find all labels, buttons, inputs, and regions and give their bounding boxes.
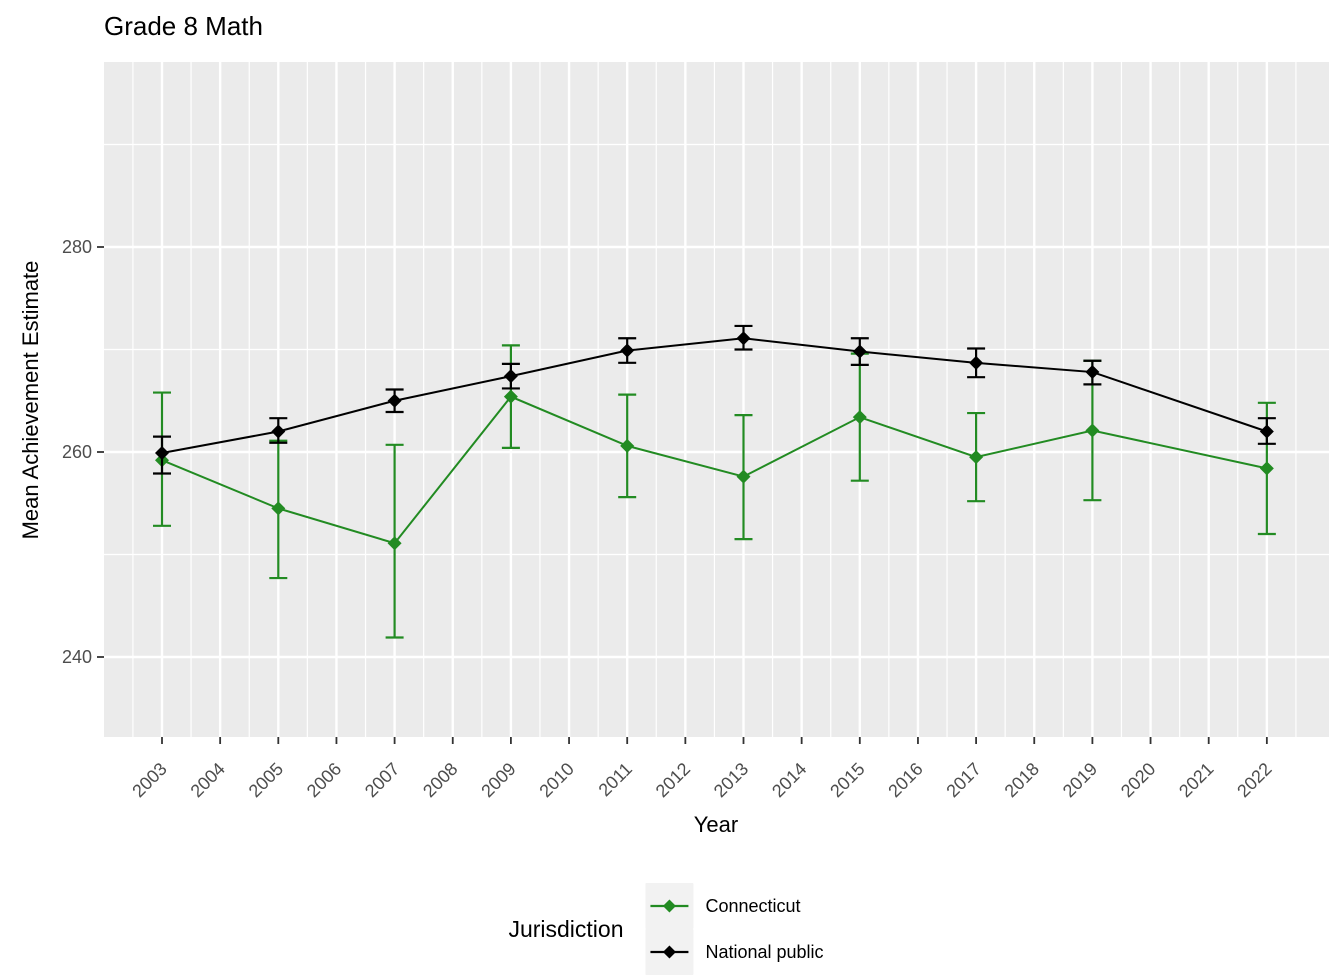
x-tick-label: 2017 <box>942 759 984 801</box>
data-point-connecticut <box>736 469 751 484</box>
data-point-connecticut <box>387 536 402 551</box>
y-tick-label: 280 <box>62 237 92 257</box>
data-point-national-public <box>852 344 867 359</box>
x-tick-label: 2007 <box>361 759 403 801</box>
data-point-connecticut <box>1085 423 1100 438</box>
series-national-public <box>153 324 1276 475</box>
data-point-national-public <box>503 369 518 384</box>
y-tick-label: 260 <box>62 442 92 462</box>
data-point-national-public <box>271 424 286 439</box>
x-tick-label: 2015 <box>826 759 868 801</box>
legend-key-connecticut-icon <box>645 883 694 929</box>
x-tick-labels: 2003 2004 2005 2006 2007 2008 2009 2010 2011 2012… <box>128 759 1275 801</box>
x-tick-label: 2018 <box>1001 759 1043 801</box>
legend-item-connecticut: Connecticut <box>645 883 835 929</box>
data-point-connecticut <box>503 389 518 404</box>
x-tick-label: 2016 <box>884 759 926 801</box>
axis-ticks <box>97 246 1268 744</box>
data-point-connecticut <box>969 450 984 465</box>
chart-plot-area: 2003 2004 2005 2006 2007 2008 2009 2010 2011 2012… <box>62 62 1329 801</box>
data-point-national-public <box>155 446 169 461</box>
y-tick-label: 240 <box>62 647 92 667</box>
data-point-national-public <box>387 393 402 408</box>
data-point-national-public <box>1259 424 1274 439</box>
legend-items: Connecticut National public <box>637 883 835 975</box>
data-point-national-public <box>1085 365 1100 380</box>
x-tick-label: 2006 <box>303 759 345 801</box>
legend-label-national-public: National public <box>705 941 824 962</box>
data-point-connecticut <box>1259 461 1274 476</box>
plot-panel <box>104 62 1329 737</box>
x-tick-label: 2009 <box>477 759 519 801</box>
y-tick-labels: 240 260 280 <box>62 237 92 667</box>
series-line-connecticut <box>161 395 1268 545</box>
x-tick-label: 2004 <box>187 759 229 801</box>
x-tick-label: 2011 <box>595 759 637 801</box>
chart-title: Grade 8 Math <box>104 11 263 41</box>
x-tick-label: 2013 <box>710 759 752 801</box>
data-point-connecticut <box>271 501 286 516</box>
x-axis-title: Year <box>693 812 739 837</box>
legend-item-national-public: National public <box>645 929 835 975</box>
x-tick-label: 2014 <box>768 759 810 801</box>
x-tick-label: 2008 <box>419 759 461 801</box>
x-tick-label: 2012 <box>652 759 694 801</box>
x-tick-label: 2020 <box>1117 759 1159 801</box>
legend-key-national-public-icon <box>645 929 694 975</box>
x-tick-label: 2003 <box>128 759 170 801</box>
x-tick-label: 2010 <box>535 759 577 801</box>
series-line-national-public <box>161 337 1268 455</box>
x-tick-label: 2005 <box>245 759 287 801</box>
data-point-connecticut <box>620 438 635 453</box>
data-point-national-public <box>736 331 751 346</box>
data-point-national-public <box>969 355 984 370</box>
x-tick-label: 2021 <box>1175 759 1217 801</box>
legend-label-connecticut: Connecticut <box>705 895 801 916</box>
data-point-connecticut <box>852 410 867 425</box>
legend: Jurisdiction Connecticut National public <box>508 883 835 975</box>
x-tick-label: 2019 <box>1059 759 1101 801</box>
data-point-national-public <box>620 343 635 358</box>
x-tick-label: 2022 <box>1233 759 1275 801</box>
minor-gridlines <box>104 62 1329 737</box>
legend-title: Jurisdiction <box>508 915 624 942</box>
